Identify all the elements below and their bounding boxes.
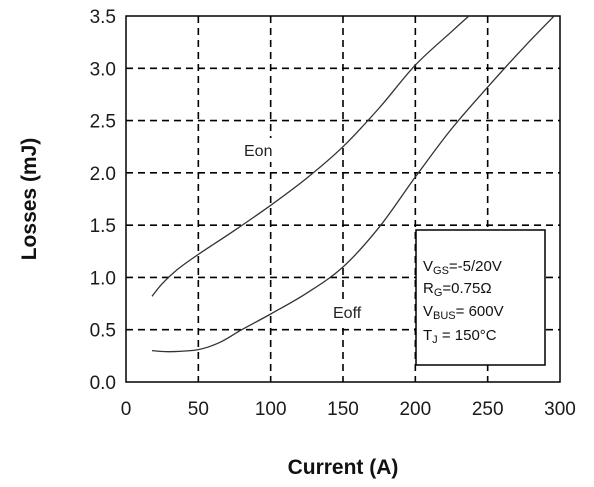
series-label-eon: Eon	[244, 143, 272, 160]
y-tick-label: 3.5	[90, 7, 116, 28]
y-axis-tick-labels: 0.0 0.5 1.0 1.5 2.0 2.5 3.0 3.5	[90, 7, 116, 394]
series-line-eon	[151, 15, 470, 297]
test-conditions-box: VGS=-5/20V RG=0.75Ω VBUS= 600V TJ = 150°…	[415, 229, 546, 366]
x-axis-title: Current (A)	[288, 456, 399, 479]
eon-label-mask	[240, 138, 286, 162]
series-label-eoff: Eoff	[333, 305, 362, 322]
y-tick-label: 0.0	[90, 373, 116, 394]
condition-tj: TJ = 150°C	[423, 327, 497, 346]
conditions-frame	[415, 229, 546, 366]
eoff-label-mask	[326, 300, 376, 324]
y-tick-label: 2.0	[90, 164, 116, 185]
condition-vgs: VGS=-5/20V	[423, 258, 502, 277]
y-tick-label: 1.5	[90, 216, 116, 237]
x-tick-label: 300	[544, 399, 576, 420]
y-tick-label: 0.5	[90, 321, 116, 342]
series-line-eoff	[151, 15, 555, 353]
x-tick-label: 150	[327, 399, 359, 420]
x-tick-label: 50	[188, 399, 209, 420]
plot-area-frame	[125, 15, 561, 383]
x-tick-label: 0	[121, 399, 132, 420]
x-axis-tick-labels: 0 50 100 150 200 250 300	[121, 399, 576, 420]
grid-lines	[126, 16, 560, 382]
y-tick-label: 2.5	[90, 112, 116, 133]
x-tick-label: 200	[399, 399, 431, 420]
x-tick-label: 250	[472, 399, 504, 420]
y-axis-title: Losses (mJ)	[18, 138, 41, 261]
y-tick-label: 3.0	[90, 59, 116, 80]
condition-vbus: VBUS= 600V	[423, 303, 504, 322]
condition-rg: RG=0.75Ω	[423, 280, 492, 299]
y-tick-label: 1.0	[90, 268, 116, 289]
x-tick-label: 100	[255, 399, 287, 420]
